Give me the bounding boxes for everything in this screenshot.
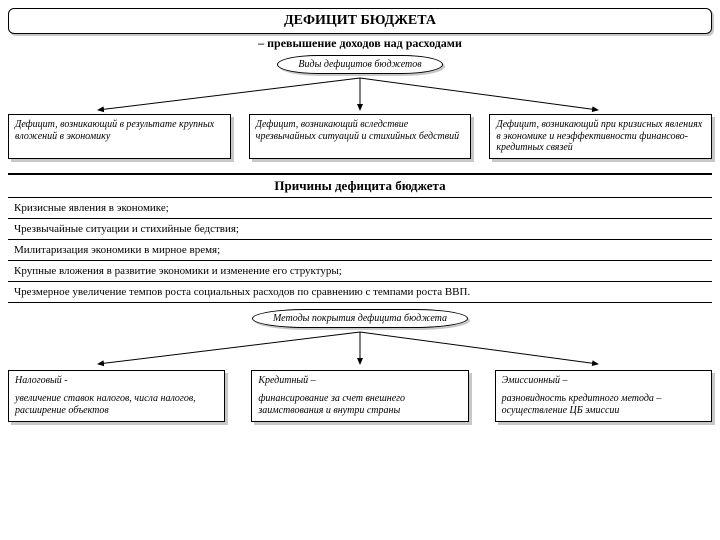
method-desc-2: разновидность кредитного метода – осущес… xyxy=(502,393,662,416)
method-name-1: Кредитный – xyxy=(258,375,461,387)
subtitle: – превышение доходов над расходами xyxy=(8,36,712,51)
method-desc-0: увеличение ставок налогов, числа налогов… xyxy=(15,393,196,416)
method-box-0: Налоговый - увеличение ставок налогов, ч… xyxy=(8,370,225,422)
method-box-1: Кредитный – финансирование за счет внешн… xyxy=(251,370,468,422)
types-label-oval: Виды дефицитов бюджетов xyxy=(277,55,442,74)
arrows-bottom xyxy=(8,330,712,368)
cause-row-4: Чрезмерное увеличение темпов роста социа… xyxy=(8,282,712,303)
method-box-2: Эмиссионный – разновидность кредитного м… xyxy=(495,370,712,422)
method-name-2: Эмиссионный – xyxy=(502,375,705,387)
page-title: ДЕФИЦИТ БЮДЖЕТА xyxy=(8,8,712,34)
arrows-top xyxy=(8,76,712,114)
methods-label-oval: Методы покрытия дефицита бюджета xyxy=(252,309,468,328)
method-name-0: Налоговый - xyxy=(15,375,218,387)
cause-row-2: Милитаризация экономики в мирное время; xyxy=(8,240,712,261)
methods-row: Налоговый - увеличение ставок налогов, ч… xyxy=(8,370,712,422)
type-box-0: Дефицит, возникающий в результате крупны… xyxy=(8,114,231,159)
types-row: Дефицит, возникающий в результате крупны… xyxy=(8,114,712,159)
method-desc-1: финансирование за счет внешнего заимство… xyxy=(258,393,405,416)
causes-header: Причины дефицита бюджета xyxy=(8,173,712,198)
cause-row-0: Кризисные явления в экономике; xyxy=(8,198,712,219)
type-box-1: Дефицит, возникающий вследствие чрезвыча… xyxy=(249,114,472,159)
cause-row-1: Чрезвычайные ситуации и стихийные бедств… xyxy=(8,219,712,240)
type-box-2: Дефицит, возникающий при кризисных явлен… xyxy=(489,114,712,159)
cause-row-3: Крупные вложения в развитие экономики и … xyxy=(8,261,712,282)
